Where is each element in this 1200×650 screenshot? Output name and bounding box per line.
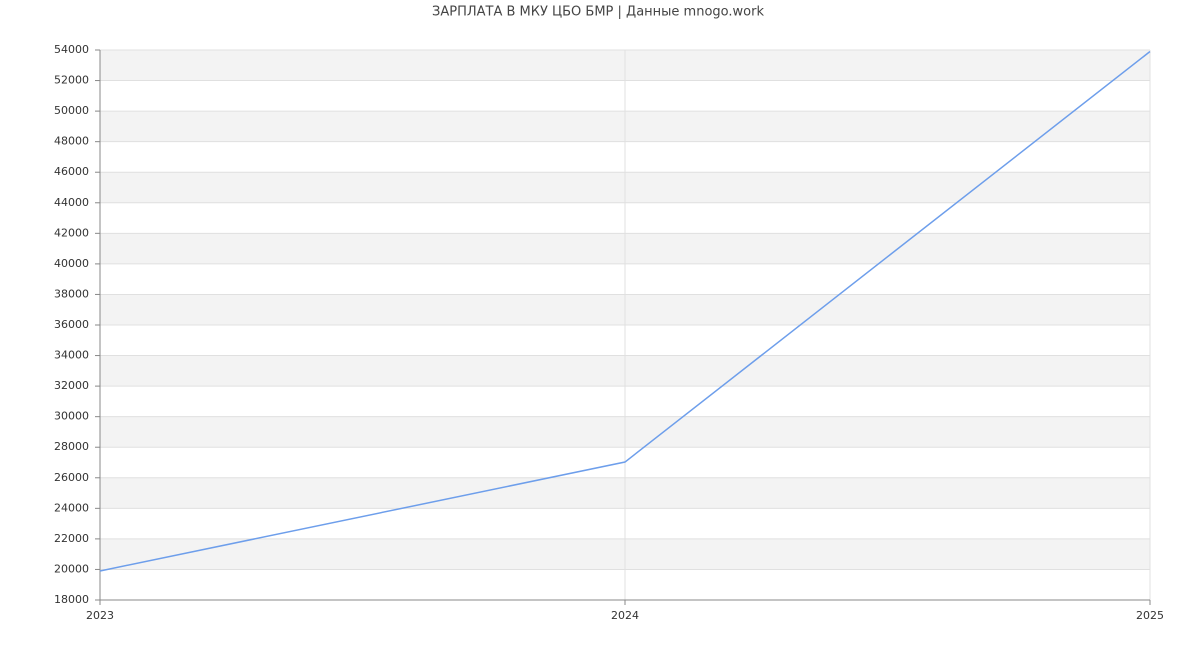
series-line xyxy=(99,50,1151,572)
y-tick-label: 18000 xyxy=(54,593,89,606)
y-tick-label: 48000 xyxy=(54,135,89,148)
y-tick-label: 20000 xyxy=(54,562,89,575)
x-tick-label: 2023 xyxy=(86,609,114,622)
y-tick-label: 46000 xyxy=(54,165,89,178)
y-tick-label: 54000 xyxy=(54,43,89,56)
y-tick-label: 40000 xyxy=(54,257,89,270)
y-tick-label: 26000 xyxy=(54,471,89,484)
x-tick-label: 2024 xyxy=(611,609,639,622)
y-tick-label: 36000 xyxy=(54,318,89,331)
y-tick-label: 52000 xyxy=(54,74,89,87)
y-tick-label: 34000 xyxy=(54,349,89,362)
y-tick-label: 42000 xyxy=(54,226,89,239)
chart-title: ЗАРПЛАТА В МКУ ЦБО БМР | Данные mnogo.wo… xyxy=(432,5,764,20)
y-tick-label: 28000 xyxy=(54,440,89,453)
y-tick-label: 22000 xyxy=(54,532,89,545)
y-tick-label: 44000 xyxy=(54,196,89,209)
y-tick-label: 50000 xyxy=(54,104,89,117)
y-tick-label: 38000 xyxy=(54,287,89,300)
y-tick-label: 32000 xyxy=(54,379,89,392)
y-tick-label: 24000 xyxy=(54,501,89,514)
x-tick-label: 2025 xyxy=(1136,609,1164,622)
y-tick-label: 30000 xyxy=(54,410,89,423)
